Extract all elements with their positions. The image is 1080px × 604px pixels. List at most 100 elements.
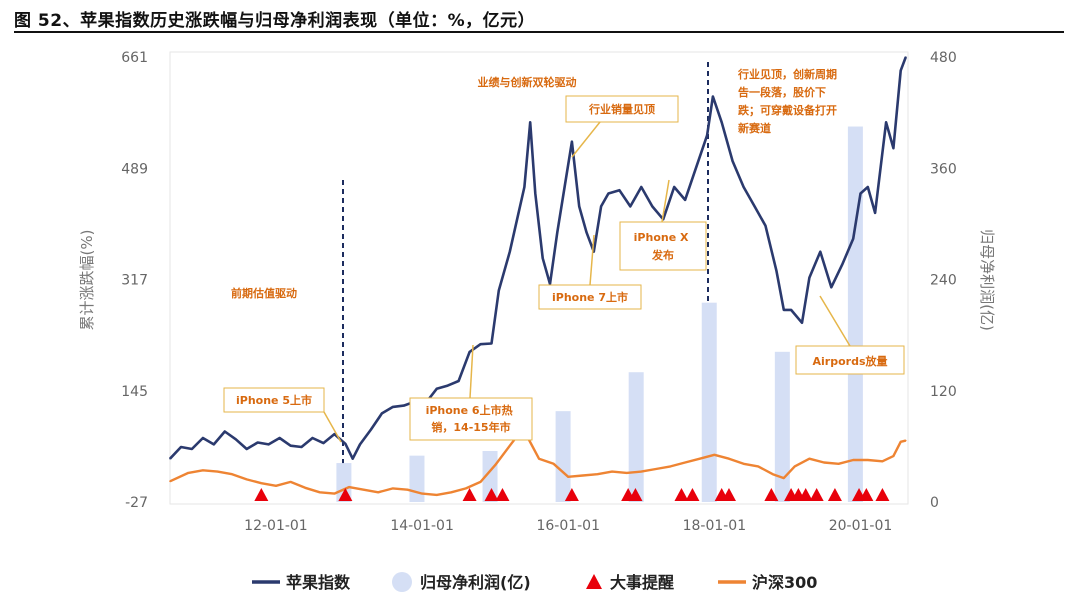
- apple-index-point: [673, 186, 675, 188]
- hs300-point: [772, 473, 774, 475]
- hs300-point: [435, 494, 438, 496]
- apple-index-point: [549, 283, 551, 285]
- hs300-point: [669, 465, 672, 468]
- annotation-line: 销，14-15年市: [431, 420, 510, 434]
- apple-index-point: [370, 428, 372, 431]
- x-tick-label: 16-01-01: [536, 518, 600, 534]
- hs300-point: [465, 487, 467, 490]
- annotation-line: 业绩与创新双轮驱动: [478, 75, 577, 89]
- event-marker: [827, 488, 842, 501]
- legend-item-net-profit: 归母净利润(亿): [392, 572, 531, 592]
- hs300-point: [289, 481, 292, 483]
- profit-bar: [628, 372, 644, 502]
- apple-index-point: [578, 205, 580, 208]
- hs300-point: [625, 472, 628, 474]
- annotation-iphone7: iPhone 7上市: [538, 234, 642, 310]
- apple-index-point: [245, 448, 248, 450]
- hs300-point: [494, 464, 496, 466]
- event-marker: [764, 488, 779, 501]
- apple-index-point: [508, 250, 511, 253]
- apple-index-point: [830, 286, 833, 289]
- annotation-arrow: [323, 411, 342, 443]
- annotation-dual-drivers: 业绩与创新双轮驱动: [478, 75, 577, 89]
- apple-index-point: [720, 121, 723, 124]
- hs300-point: [245, 478, 248, 481]
- annotation-box: [538, 284, 642, 310]
- apple-index-point: [764, 225, 767, 227]
- hs300-point: [837, 463, 840, 465]
- apple-index-point: [541, 257, 544, 259]
- hs300-point: [655, 468, 657, 470]
- legend-label: 归母净利润(亿): [420, 573, 531, 592]
- left-tick-label: 661: [121, 50, 148, 66]
- apple-index-point: [351, 457, 354, 460]
- hs300-point: [202, 469, 204, 472]
- event-marker: [254, 488, 269, 501]
- right-axis-label: 归母净利润(亿): [978, 229, 996, 331]
- event-markers: [254, 488, 890, 501]
- apple-index-point: [359, 443, 361, 446]
- annotation-line: Airpords放量: [813, 354, 888, 368]
- annotation-arrow: [589, 234, 595, 286]
- apple-index-point: [529, 121, 532, 124]
- legend-item-events: 大事提醒: [586, 573, 674, 592]
- apple-index-point: [435, 388, 438, 390]
- apple-index-point: [556, 231, 559, 234]
- apple-index-point: [640, 186, 643, 188]
- annotation-text: iPhone X 发布: [634, 231, 693, 262]
- hs300-point: [333, 492, 336, 495]
- hs300-point: [450, 491, 453, 494]
- apple-index-point: [563, 186, 566, 188]
- apple-index-point: [706, 134, 708, 137]
- apple-index-point: [311, 437, 314, 439]
- apple-index-point: [808, 276, 811, 279]
- annotation-line: 跌；可穿戴设备打开: [738, 103, 837, 117]
- hs300-point: [508, 444, 511, 447]
- annotation-line: 前期估值驱动: [231, 286, 297, 300]
- apple-index-point: [381, 412, 383, 415]
- hs300-point: [567, 475, 570, 478]
- right-tick-label: 120: [930, 384, 957, 400]
- apple-index-point: [585, 231, 588, 234]
- hs300-point: [304, 486, 306, 489]
- legend-label: 苹果指数: [286, 573, 351, 592]
- hs300-point: [905, 439, 907, 442]
- hs300-point: [782, 477, 785, 479]
- apple-index-point: [523, 186, 526, 188]
- apple-index-point: [468, 351, 471, 353]
- hs300-point: [275, 485, 277, 487]
- apple-index-point: [571, 140, 573, 143]
- right-tick-label: 480: [930, 50, 957, 66]
- apple-index-point: [712, 95, 714, 98]
- apple-index-point: [905, 56, 907, 58]
- hs300-point: [260, 482, 263, 485]
- apple-index-line: [169, 56, 908, 461]
- hs300-point: [362, 488, 365, 491]
- hs300-point: [552, 463, 555, 465]
- apple-index-point: [333, 433, 336, 435]
- annotation-box: [409, 397, 533, 441]
- annotation-line: 新赛道: [738, 121, 771, 135]
- x-tick-label: 20-01-01: [829, 518, 893, 534]
- hs300-point: [757, 465, 760, 468]
- profit-bars: [336, 126, 863, 502]
- apple-index-point: [618, 189, 621, 192]
- annotation-line: iPhone 7上市: [552, 290, 628, 304]
- hs300-series: [169, 430, 907, 497]
- apple-index-point: [684, 199, 686, 201]
- annotation-text: 行业销量见顶: [588, 102, 655, 116]
- event-marker: [564, 488, 579, 501]
- apple-index-point: [753, 205, 756, 208]
- annotation-valuation-driven: 前期估值驱动: [231, 286, 297, 300]
- annotation-sales-peak: 行业销量见顶: [565, 95, 679, 158]
- hs300-point: [881, 460, 884, 463]
- legend-item-hs300: 沪深300: [718, 573, 817, 592]
- apple-index-point: [191, 448, 193, 450]
- profit-bar: [774, 351, 790, 502]
- legend: 苹果指数 归母净利润(亿) 大事提醒 沪深300: [252, 572, 817, 592]
- hs300-point: [582, 474, 584, 477]
- apple-index-point: [322, 442, 325, 444]
- apple-index-point: [169, 457, 171, 460]
- apple-index-point: [278, 437, 281, 439]
- annotation-arrow: [819, 295, 851, 347]
